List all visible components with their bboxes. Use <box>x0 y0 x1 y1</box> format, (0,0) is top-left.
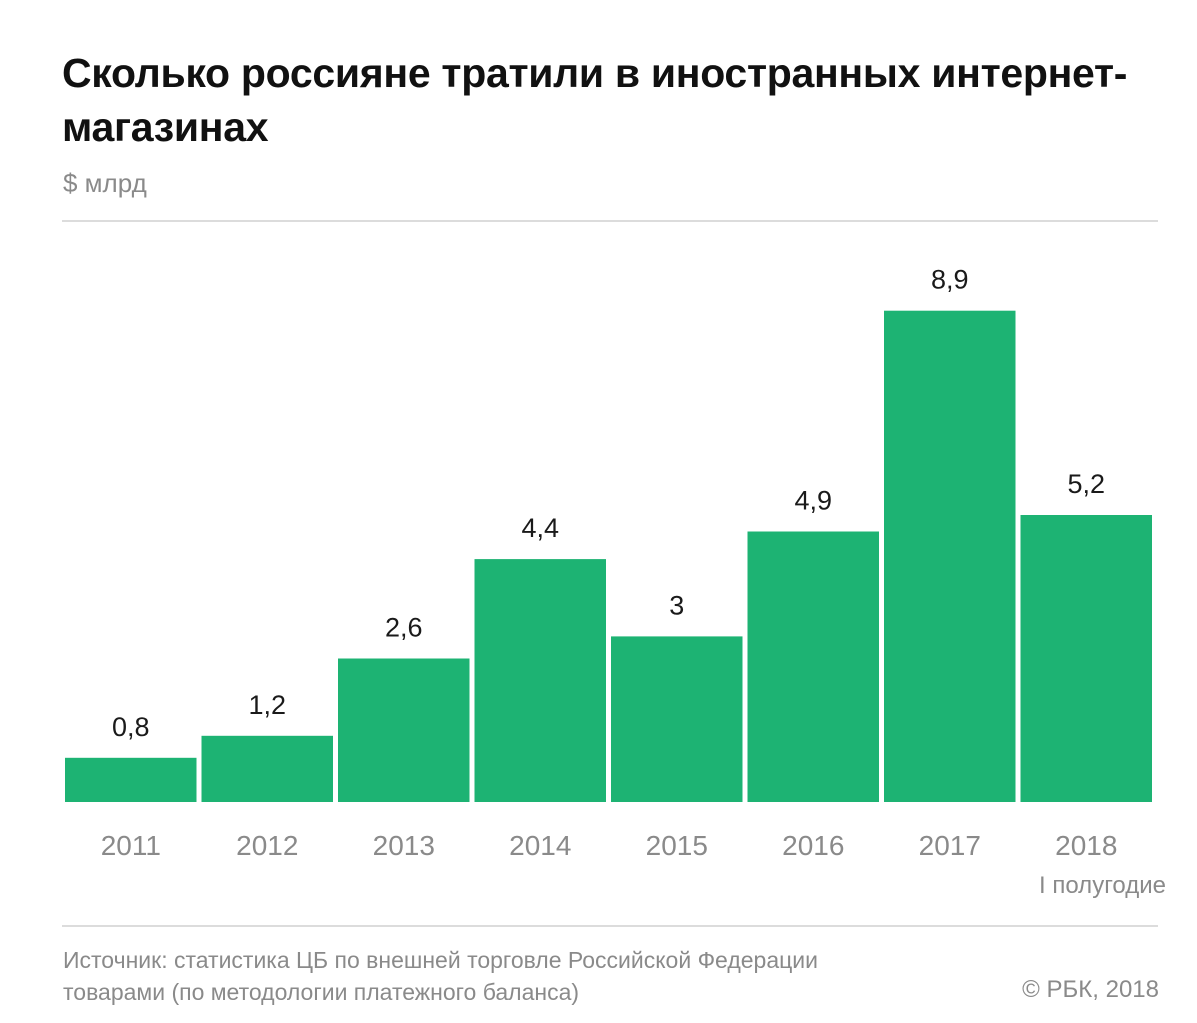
value-label-2018: 5,2 <box>1068 469 1106 499</box>
source-note: Источник: статистика ЦБ по внешней торго… <box>63 947 819 1005</box>
value-label-2014: 4,4 <box>522 513 560 543</box>
value-label-2013: 2,6 <box>385 613 423 643</box>
bar-2017 <box>884 310 1016 802</box>
bar-chart: 0,8 2011 1,2 2012 2,6 2013 4,4 2014 3 2015 4,9 2016… <box>65 265 1166 899</box>
bar-2015 <box>611 636 743 802</box>
x-tick-label-2016: 2016 <box>782 830 844 861</box>
bar-2011 <box>65 757 197 802</box>
unit-label: $ млрд <box>63 168 147 198</box>
x-tick-label-2014: 2014 <box>509 830 571 861</box>
value-label-2017: 8,9 <box>931 265 969 295</box>
x-tick-label-2013: 2013 <box>373 830 435 861</box>
bottom-divider <box>62 925 1158 927</box>
copyright-label: © РБК, 2018 <box>1022 976 1159 1003</box>
chart-title: Сколько россияне тратили в иностранных и… <box>62 50 1128 150</box>
bar-2014 <box>474 559 606 802</box>
value-label-2011: 0,8 <box>112 712 150 742</box>
value-label-2012: 1,2 <box>249 690 287 720</box>
x-tick-label-2018: 2018 <box>1055 830 1117 861</box>
x-tick-note-2018: I полугодие <box>1039 872 1166 899</box>
value-label-2015: 3 <box>669 590 684 620</box>
bar-2012 <box>201 735 333 802</box>
top-divider <box>62 220 1158 222</box>
bar-2016 <box>747 531 879 802</box>
x-tick-label-2015: 2015 <box>646 830 708 861</box>
x-tick-label-2012: 2012 <box>236 830 298 861</box>
x-tick-label-2017: 2017 <box>919 830 981 861</box>
value-label-2016: 4,9 <box>795 486 833 516</box>
bar-2013 <box>338 658 470 802</box>
bar-2018 <box>1020 515 1152 802</box>
x-tick-label-2011: 2011 <box>101 830 161 861</box>
